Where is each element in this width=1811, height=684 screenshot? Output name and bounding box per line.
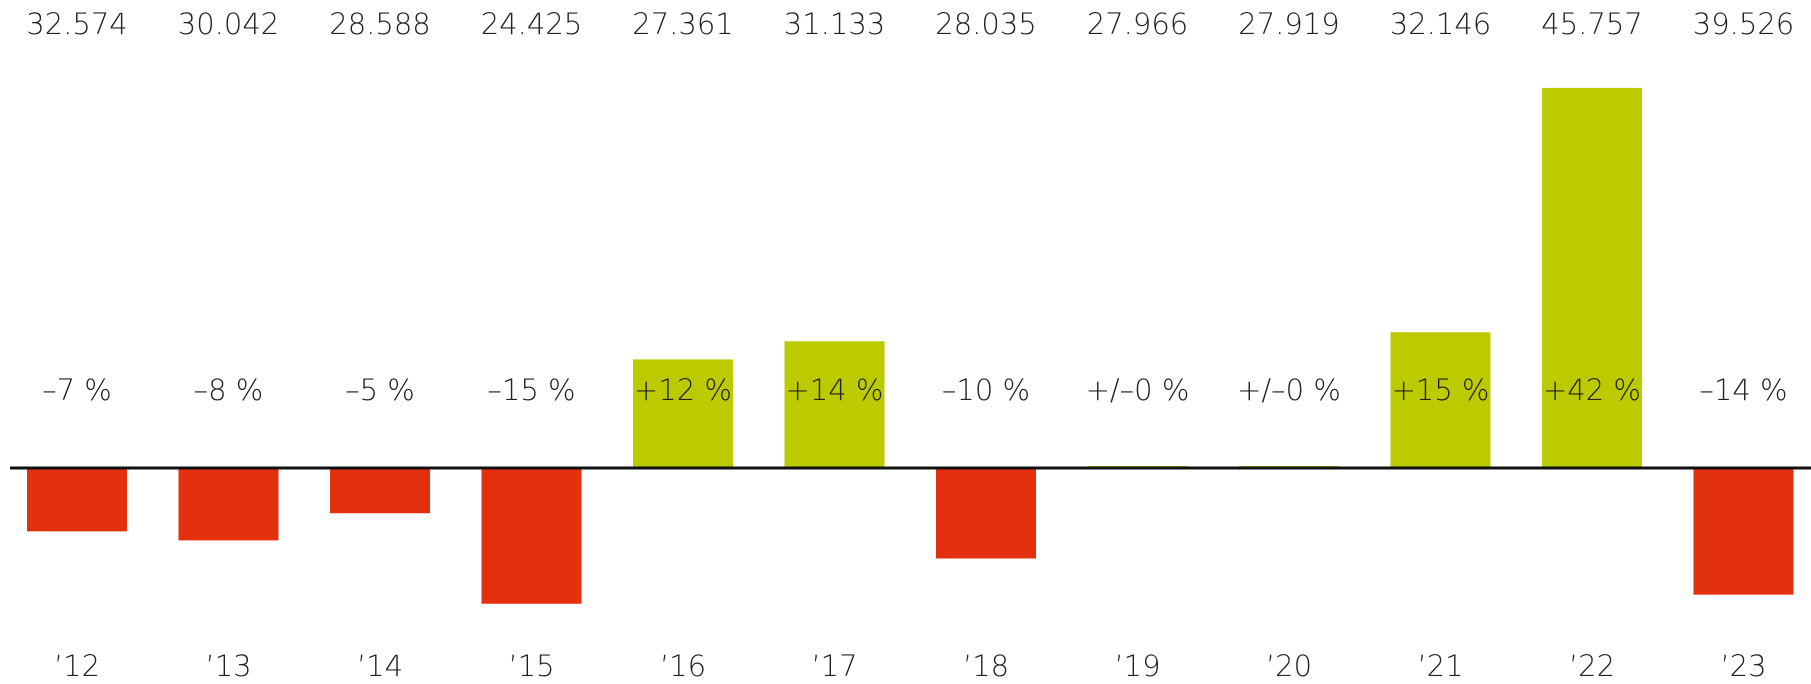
bar [784,341,885,468]
x-tick-label: ’17 [811,649,857,683]
x-tick-label: ’13 [205,649,251,683]
value-label: +15 % [1392,373,1490,407]
value-label: –7 % [42,373,112,407]
top-label: 24.425 [481,7,582,41]
top-label: 30.042 [178,7,279,41]
x-tick-label: ’15 [508,649,554,683]
x-tick-label: ’20 [1266,649,1312,683]
top-label: 32.574 [26,7,127,41]
x-tick-label: ’21 [1417,649,1463,683]
top-label: 28.035 [935,7,1036,41]
bar [27,468,127,532]
top-label: 45.757 [1541,7,1642,41]
value-label: –15 % [487,373,575,407]
bar [1390,332,1491,468]
bar [1693,468,1794,595]
bar [481,468,582,604]
top-label: 31.133 [784,7,885,41]
value-label: –14 % [1699,373,1787,407]
value-label: –5 % [345,373,415,407]
x-tick-label: ’18 [963,649,1009,683]
x-tick-label: ’12 [54,649,100,683]
top-label: 28.588 [329,7,430,41]
bar [633,359,733,468]
value-label: –8 % [194,373,264,407]
x-tick-label: ’19 [1114,649,1160,683]
value-label: +/–0 % [1237,373,1341,407]
value-label: +/–0 % [1086,373,1190,407]
bar [330,468,430,514]
x-tick-label: ’22 [1569,649,1615,683]
bar [936,468,1036,559]
x-tick-label: ’14 [357,649,403,683]
value-label: +14 % [786,373,884,407]
value-label: –10 % [942,373,1030,407]
top-label: 27.361 [632,7,733,41]
top-label: 32.146 [1390,7,1491,41]
value-label: +12 % [634,373,732,407]
bar [178,468,279,541]
top-label: 27.966 [1087,7,1188,41]
top-label: 39.526 [1693,7,1794,41]
value-label: +42 % [1543,373,1641,407]
x-tick-label: ’23 [1720,649,1766,683]
top-label: 27.919 [1238,7,1339,41]
x-tick-label: ’16 [660,649,706,683]
bar [1542,87,1642,469]
